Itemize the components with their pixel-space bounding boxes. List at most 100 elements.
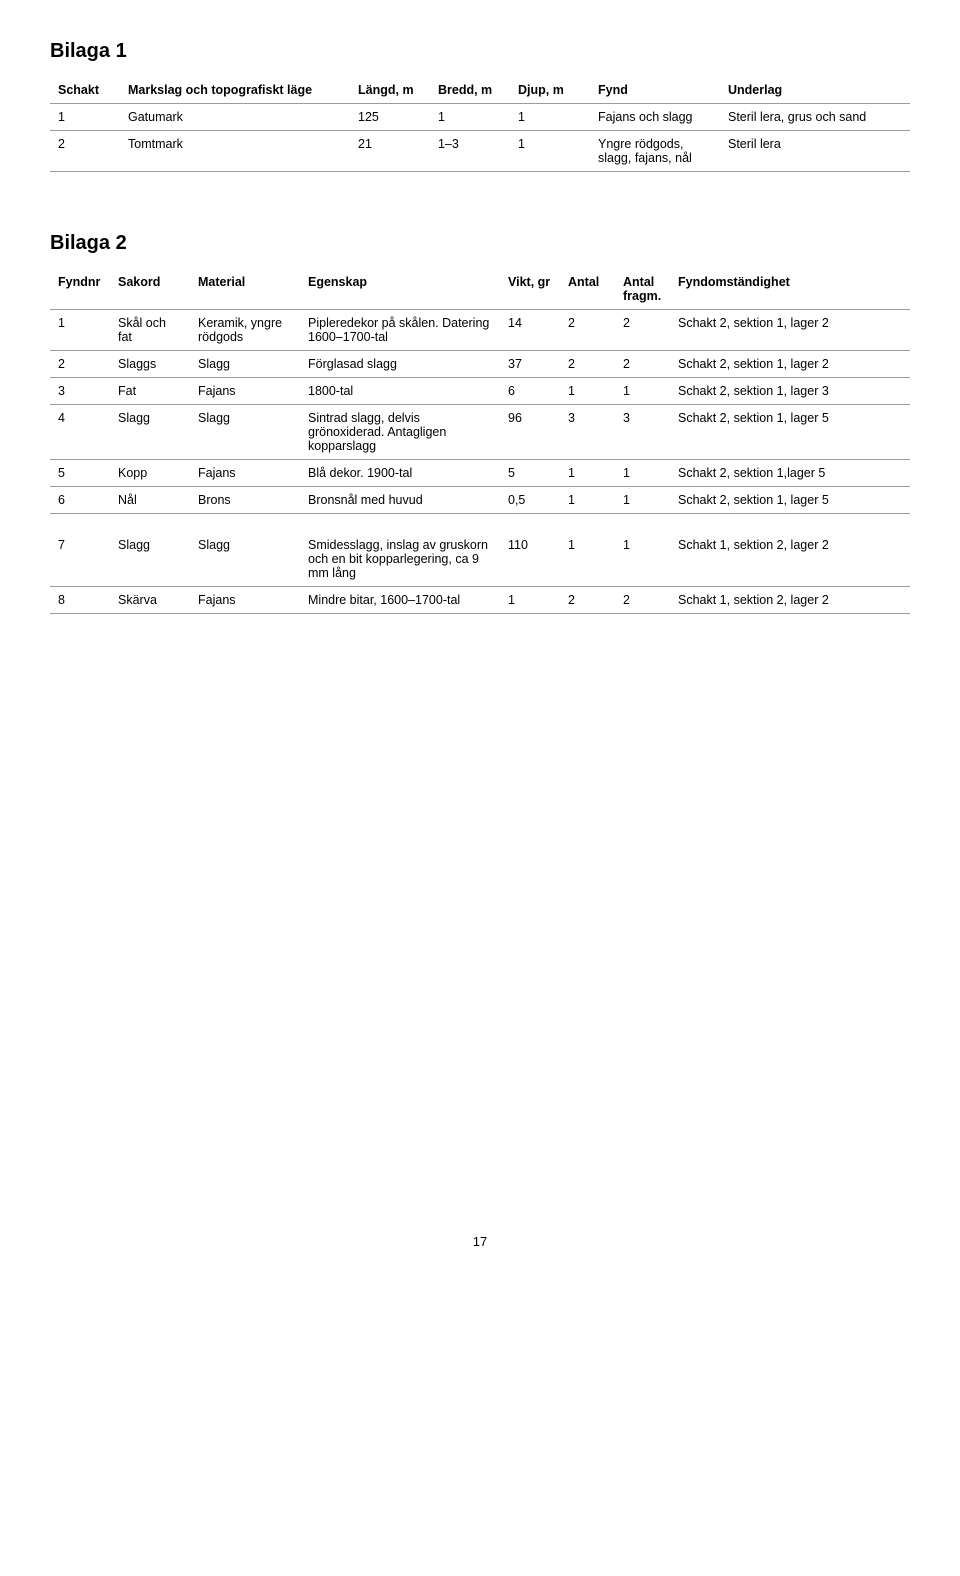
table-cell: 6	[50, 487, 110, 514]
col-header: Material	[190, 269, 300, 310]
bilaga1-table: Schakt Markslag och topografiskt läge Lä…	[50, 77, 910, 172]
table-cell: Yngre rödgods, slagg, fajans, nål	[590, 131, 720, 172]
table-cell: 3	[615, 405, 670, 460]
table-cell: Skärva	[110, 586, 190, 613]
table-cell: Smidesslagg, inslag av gruskorn och en b…	[300, 532, 500, 587]
table-cell: 1	[560, 532, 615, 587]
table-cell: 1	[560, 460, 615, 487]
bilaga2-heading: Bilaga 2	[50, 232, 910, 255]
col-header: Fynd	[590, 77, 720, 104]
table-cell: 1	[615, 460, 670, 487]
table-cell: 2	[615, 351, 670, 378]
col-header: Fyndnr	[50, 269, 110, 310]
table-cell: Tomtmark	[120, 131, 350, 172]
table-cell: 1–3	[430, 131, 510, 172]
table-cell: Förglasad slagg	[300, 351, 500, 378]
col-header: Bredd, m	[430, 77, 510, 104]
table-cell: Schakt 2, sektion 1, lager 5	[670, 487, 910, 514]
table-cell: Steril lera, grus och sand	[720, 104, 910, 131]
table-cell: Slagg	[110, 405, 190, 460]
table-cell: 7	[50, 532, 110, 587]
col-header: Markslag och topografiskt läge	[120, 77, 350, 104]
table-cell: Sintrad slagg, delvis grönoxiderad. Anta…	[300, 405, 500, 460]
table-cell: 14	[500, 310, 560, 351]
table-cell: Brons	[190, 487, 300, 514]
table-cell: 2	[560, 310, 615, 351]
table-cell: 96	[500, 405, 560, 460]
table-cell: 3	[560, 405, 615, 460]
table-cell: Slagg	[110, 532, 190, 587]
table-cell: 2	[615, 310, 670, 351]
table-cell: Keramik, yngre rödgods	[190, 310, 300, 351]
table-row: 1Skål och fatKeramik, yngre rödgodsPiple…	[50, 310, 910, 351]
table-cell: Schakt 2, sektion 1, lager 2	[670, 310, 910, 351]
table-cell: 1	[50, 310, 110, 351]
table-cell: Schakt 2, sektion 1,lager 5	[670, 460, 910, 487]
table-cell: Fat	[110, 378, 190, 405]
col-header: Underlag	[720, 77, 910, 104]
table-row: 2SlaggsSlaggFörglasad slagg3722Schakt 2,…	[50, 351, 910, 378]
col-header: Längd, m	[350, 77, 430, 104]
table-header-row: Fyndnr Sakord Material Egenskap Vikt, gr…	[50, 269, 910, 310]
table-cell: Schakt 2, sektion 1, lager 3	[670, 378, 910, 405]
table-cell: Schakt 1, sektion 2, lager 2	[670, 532, 910, 587]
table-row: 5KoppFajansBlå dekor. 1900-tal511Schakt …	[50, 460, 910, 487]
table-cell: Fajans	[190, 460, 300, 487]
col-header: Fyndomständighet	[670, 269, 910, 310]
table-cell: 21	[350, 131, 430, 172]
table-cell: 4	[50, 405, 110, 460]
table-cell: 1	[500, 586, 560, 613]
table-cell: 110	[500, 532, 560, 587]
table-cell: Slagg	[190, 351, 300, 378]
table-gap	[50, 514, 910, 532]
table-cell: 1800-tal	[300, 378, 500, 405]
page-number: 17	[50, 1234, 910, 1249]
table-header-row: Schakt Markslag och topografiskt läge Lä…	[50, 77, 910, 104]
table-cell: 5	[500, 460, 560, 487]
table-cell: Schakt 1, sektion 2, lager 2	[670, 586, 910, 613]
table-cell: 1	[50, 104, 120, 131]
table-row: 4SlaggSlaggSintrad slagg, delvis grönoxi…	[50, 405, 910, 460]
table-cell: Pipleredekor på skålen. Datering 1600–17…	[300, 310, 500, 351]
table-cell: 2	[615, 586, 670, 613]
table-cell: Bronsnål med huvud	[300, 487, 500, 514]
table-cell: 6	[500, 378, 560, 405]
table-cell: Nål	[110, 487, 190, 514]
table-cell: 37	[500, 351, 560, 378]
table-row: 2Tomtmark211–31Yngre rödgods, slagg, faj…	[50, 131, 910, 172]
table-cell: 1	[615, 487, 670, 514]
bilaga1-heading: Bilaga 1	[50, 40, 910, 63]
col-header: Vikt, gr	[500, 269, 560, 310]
table-cell: Skål och fat	[110, 310, 190, 351]
bilaga2-table: Fyndnr Sakord Material Egenskap Vikt, gr…	[50, 269, 910, 614]
table-row: 6NålBronsBronsnål med huvud0,511Schakt 2…	[50, 487, 910, 514]
table-cell: 2	[50, 351, 110, 378]
table-cell: Slagg	[190, 532, 300, 587]
table-cell: Gatumark	[120, 104, 350, 131]
table-cell: Slaggs	[110, 351, 190, 378]
table-cell: Schakt 2, sektion 1, lager 5	[670, 405, 910, 460]
table-row: 3FatFajans1800-tal611Schakt 2, sektion 1…	[50, 378, 910, 405]
col-header: Schakt	[50, 77, 120, 104]
table-cell: Blå dekor. 1900-tal	[300, 460, 500, 487]
table-cell: Steril lera	[720, 131, 910, 172]
table-cell: 3	[50, 378, 110, 405]
col-header: Sakord	[110, 269, 190, 310]
table-cell: 125	[350, 104, 430, 131]
table-cell: 5	[50, 460, 110, 487]
col-header: Antal	[560, 269, 615, 310]
table-cell: 2	[50, 131, 120, 172]
table-cell: 1	[510, 131, 590, 172]
table-cell: 1	[560, 378, 615, 405]
table-row: 8SkärvaFajansMindre bitar, 1600–1700-tal…	[50, 586, 910, 613]
table-cell: 2	[560, 586, 615, 613]
table-cell: 0,5	[500, 487, 560, 514]
table-cell: 8	[50, 586, 110, 613]
table-cell: 1	[560, 487, 615, 514]
col-header: Djup, m	[510, 77, 590, 104]
table-cell: Fajans	[190, 378, 300, 405]
table-cell: Schakt 2, sektion 1, lager 2	[670, 351, 910, 378]
table-row: 1Gatumark12511Fajans och slaggSteril ler…	[50, 104, 910, 131]
col-header: Egenskap	[300, 269, 500, 310]
table-cell: Fajans	[190, 586, 300, 613]
